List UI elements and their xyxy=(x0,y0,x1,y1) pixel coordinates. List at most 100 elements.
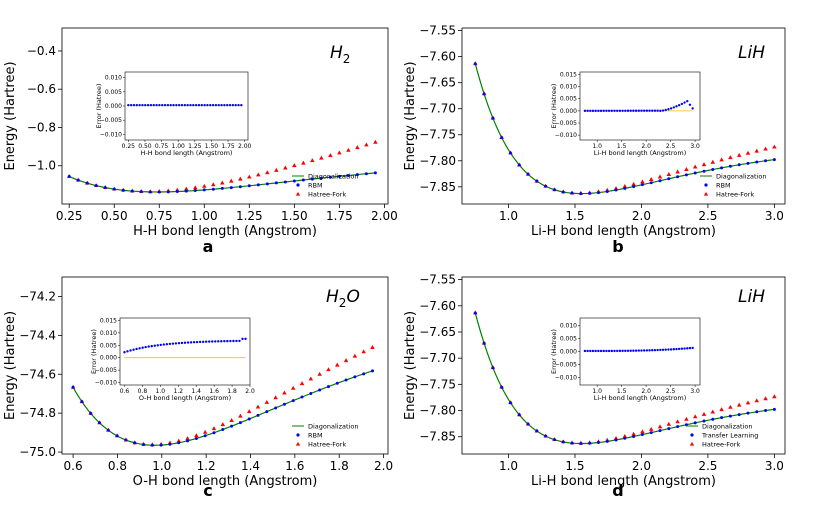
inset-error-point xyxy=(141,346,144,349)
inset-error-point xyxy=(126,350,129,353)
inset-x-tick-label: 1.00 xyxy=(172,143,186,150)
inset-y-axis-label: Error (Hatree) xyxy=(90,329,98,374)
rbm-point xyxy=(370,369,374,373)
inset-error-point xyxy=(144,103,147,107)
inset-x-tick-label: 0.25 xyxy=(122,143,136,150)
plot-frame xyxy=(461,27,786,205)
inset-error-point xyxy=(613,349,616,353)
inset-error-point xyxy=(214,340,217,343)
rbm-point xyxy=(614,438,618,442)
rbm-point xyxy=(720,416,724,420)
hf-point xyxy=(772,144,777,149)
hf-point xyxy=(364,142,369,147)
inset-error-point xyxy=(189,103,192,107)
rbm-point xyxy=(282,402,286,406)
rbm-point xyxy=(544,184,548,188)
inset-error-point xyxy=(149,103,153,107)
hf-point xyxy=(255,404,261,409)
hf-point xyxy=(763,146,768,151)
hf-point xyxy=(763,396,768,401)
rbm-point xyxy=(71,385,75,389)
rbm-point xyxy=(344,378,348,382)
inset-error-point xyxy=(656,348,659,352)
hf-point xyxy=(373,139,378,144)
rbm-point xyxy=(508,401,512,405)
x-tick-label: 0.25 xyxy=(56,209,83,223)
rbm-point xyxy=(772,407,776,411)
x-tick-label: 1.0 xyxy=(499,209,518,223)
rbm-point xyxy=(500,136,504,140)
x-axis-label: Li-H bond length (Angstrom) xyxy=(531,474,716,489)
hf-point xyxy=(613,435,619,440)
hf-point xyxy=(337,150,342,155)
rbm-point xyxy=(711,417,715,421)
inset-error-point xyxy=(231,103,235,107)
inset-error-point xyxy=(192,103,195,107)
inset-error-point xyxy=(624,109,627,112)
rbm-point xyxy=(265,410,269,414)
hf-point xyxy=(202,183,207,188)
rbm-point xyxy=(353,375,357,379)
inset-error-point xyxy=(583,109,587,113)
hf-point xyxy=(343,358,349,363)
y-tick-label: −0.6 xyxy=(27,82,56,96)
rbm-point xyxy=(517,163,521,167)
hf-point xyxy=(273,395,278,400)
inset-error-point xyxy=(669,107,673,110)
inset-error-point xyxy=(211,340,214,343)
rbm-point xyxy=(702,419,706,423)
hf-point xyxy=(328,153,333,158)
panel-label: c xyxy=(203,481,212,500)
rbm-point xyxy=(693,171,697,175)
inset-y-tick-label: −0.010 xyxy=(100,131,122,138)
error-inset: 0.25 0.50 0.75 1.00 1.25 1.50 1.75 2.00 0.010 0.0… xyxy=(95,71,252,157)
inset-error-point xyxy=(653,348,657,352)
inset-error-point xyxy=(232,339,235,343)
hf-point xyxy=(728,155,733,160)
rbm-point xyxy=(139,190,143,194)
inset-error-point xyxy=(686,99,689,103)
hf-point xyxy=(229,418,234,422)
inset-error-point xyxy=(618,109,622,112)
legend-hf-swatch xyxy=(295,441,301,446)
inset-y-axis-label: Error (Hatree) xyxy=(550,84,558,129)
rbm-point xyxy=(772,158,776,162)
molecule-label: LiH xyxy=(738,287,765,307)
x-tick-label: 1.8 xyxy=(330,459,349,473)
inset-error-point xyxy=(223,103,226,107)
inset-x-tick-label: 1.6 xyxy=(209,388,219,395)
inset-error-point xyxy=(629,349,632,352)
rbm-point xyxy=(319,176,323,180)
rbm-point xyxy=(632,185,636,189)
hf-point xyxy=(728,404,733,409)
rbm-point xyxy=(693,421,697,425)
hf-point xyxy=(194,433,199,438)
inset-error-point xyxy=(166,103,170,107)
y-tick-label: −7.75 xyxy=(419,128,456,142)
y-tick-label: −7.60 xyxy=(419,299,456,313)
y-tick-label: −74.8 xyxy=(19,406,56,420)
inset-error-point xyxy=(201,340,205,344)
y-tick-label: −74.2 xyxy=(19,289,56,303)
rbm-point xyxy=(702,169,706,173)
molecule-label: H2 xyxy=(330,43,350,66)
hf-point xyxy=(736,402,742,407)
hf-point xyxy=(666,421,672,426)
inset-y-tick-label: −0.005 xyxy=(555,361,577,368)
inset-error-point xyxy=(200,103,203,107)
rbm-point xyxy=(535,179,539,183)
inset-error-point xyxy=(605,349,608,353)
inset-error-point xyxy=(203,103,206,107)
rbm-point xyxy=(247,417,251,421)
inset-error-point xyxy=(616,349,619,353)
hf-point xyxy=(265,170,270,175)
inset-x-tick-label: 2.0 xyxy=(641,143,651,150)
inset-error-point xyxy=(680,102,684,106)
inset-error-point xyxy=(672,348,675,351)
hf-point xyxy=(308,376,314,381)
inset-error-point xyxy=(132,103,136,107)
hf-point xyxy=(692,414,698,419)
inset-error-point xyxy=(153,344,156,347)
rbm-point xyxy=(166,190,170,194)
